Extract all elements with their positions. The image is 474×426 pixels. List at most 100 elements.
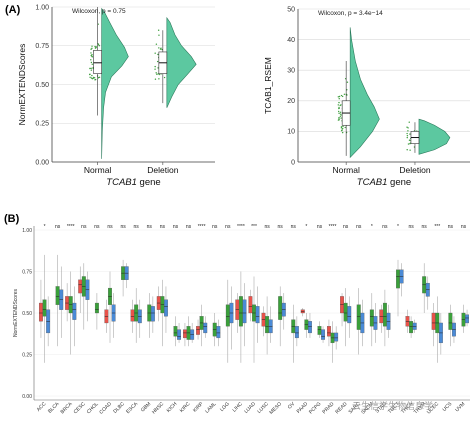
box-body [409, 321, 414, 334]
data-point [338, 98, 340, 100]
data-point [341, 127, 344, 130]
data-point [339, 113, 342, 115]
x-tick-label: UVM [454, 401, 466, 413]
violin-shape [101, 7, 129, 159]
y-tick-label: 0.00 [35, 159, 49, 166]
x-tick-label: LIHC [232, 401, 245, 414]
significance-label: ns [448, 224, 454, 230]
data-point [97, 77, 100, 79]
box-body [431, 312, 436, 330]
y-tick-label: 0.50 [22, 311, 32, 317]
data-point [154, 65, 156, 68]
data-point [406, 136, 408, 139]
box-body [225, 304, 230, 327]
significance-label: ns [356, 224, 362, 230]
significance-label: * [305, 224, 307, 230]
panel-label: (A) [5, 4, 21, 16]
significance-label: ns [81, 224, 87, 230]
x-tick-label: LGG [219, 401, 231, 413]
x-tick-label: HNSC [151, 401, 166, 416]
violin-shape [349, 27, 380, 159]
data-point [158, 34, 160, 36]
x-tick-label: READ [334, 401, 348, 415]
data-point [342, 125, 344, 128]
data-point [155, 43, 158, 45]
significance-label: **** [237, 224, 245, 230]
y-tick-label: 0.00 [22, 394, 32, 400]
data-point [341, 131, 344, 134]
data-point [338, 95, 341, 98]
panel-a-right-chart: 0 10 20 30 40 50 Normal Deletion Wilcoxon, p = 3… [263, 6, 470, 188]
significance-label: ns [291, 224, 297, 230]
box-body [242, 299, 247, 324]
box-body [317, 326, 322, 335]
box-body [150, 306, 155, 322]
data-point [155, 72, 157, 74]
significance-label: ns [317, 224, 323, 230]
y-axis-label: TCAB1_RSEM [263, 57, 273, 114]
x-axis-label-suffix: gene [137, 177, 161, 188]
x-tick-label: OV [287, 401, 297, 411]
box-body [203, 322, 208, 334]
data-point [156, 60, 159, 63]
significance-label: ns [422, 224, 428, 230]
x-tick-label: LUAD [243, 401, 257, 415]
data-point [158, 73, 161, 76]
data-point [92, 76, 95, 79]
data-point [91, 63, 93, 65]
data-point [407, 143, 410, 145]
significance-label: ns [264, 224, 270, 230]
significance-label: ns [134, 224, 140, 230]
x-tick-label: MESO [268, 401, 283, 416]
data-point [406, 126, 408, 128]
data-point [98, 76, 101, 78]
x-tick-label: BRCA [60, 401, 75, 416]
data-point [90, 48, 92, 50]
box-body [334, 332, 339, 342]
data-point [91, 47, 93, 49]
box-body [216, 326, 221, 339]
box-body [294, 326, 299, 339]
x-tick-label: CHOL [86, 401, 100, 415]
data-point [338, 116, 340, 119]
data-point [339, 115, 342, 117]
significance-label: ns [212, 224, 218, 230]
data-point [346, 81, 349, 83]
significance-label: ns [107, 224, 113, 230]
watermark: 云生信学生物信息学 [352, 400, 433, 412]
data-point [91, 74, 93, 77]
x-tick-label: ESCA [125, 401, 139, 415]
data-point [406, 134, 409, 137]
data-point [90, 59, 92, 61]
x-tick-label: PRAD [321, 401, 335, 415]
data-point [89, 67, 91, 70]
data-point [339, 111, 342, 113]
x-axis-label-gene: TCAB1 [106, 177, 137, 188]
data-point [89, 76, 91, 78]
data-point [340, 94, 343, 97]
data-point [98, 44, 101, 47]
data-point [154, 52, 156, 54]
x-tick-label: UCS [442, 401, 454, 413]
data-point [88, 73, 91, 76]
x-tick-label: Normal [332, 165, 360, 175]
x-tick-label: DLBC [112, 401, 126, 415]
data-point [157, 29, 160, 31]
data-point [154, 78, 157, 80]
data-point [346, 89, 348, 91]
box-body [308, 321, 312, 334]
data-point [343, 93, 346, 96]
x-axis-label-gene: TCAB1 [357, 177, 388, 188]
y-tick-label: 10 [287, 129, 295, 136]
data-point [409, 149, 411, 151]
significance-label: **** [198, 224, 206, 230]
box-body [130, 309, 135, 322]
x-tick-label: Normal [84, 165, 112, 175]
data-point [161, 48, 163, 51]
significance-label: * [44, 224, 46, 230]
stat-label: Wilcoxon, p = 3.4e−14 [318, 10, 383, 17]
box-body [356, 304, 361, 330]
x-tick-label: CESC [73, 401, 87, 415]
data-point [154, 68, 156, 70]
data-point [339, 104, 341, 107]
